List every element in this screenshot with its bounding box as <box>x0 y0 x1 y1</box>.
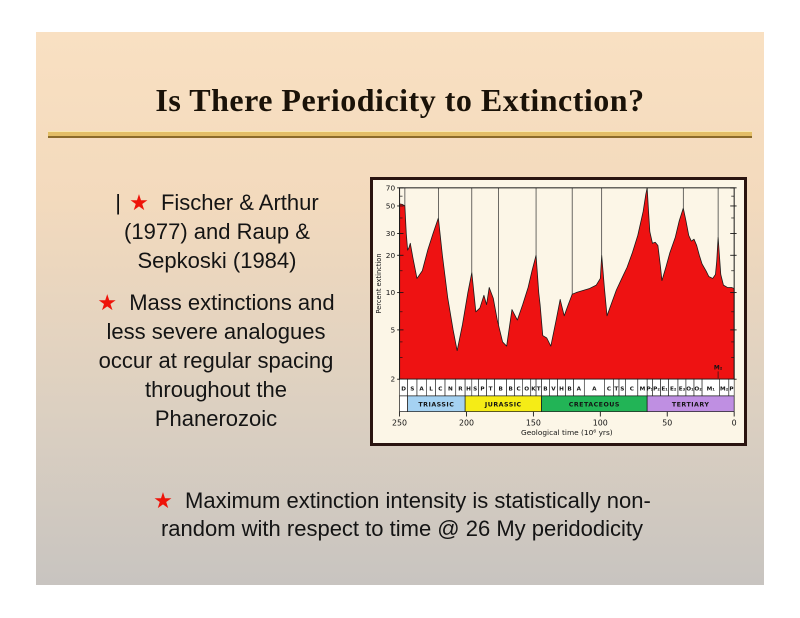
bullet-line: Mass extinctions and <box>129 290 335 315</box>
svg-text:T: T <box>537 387 541 393</box>
svg-text:50: 50 <box>662 418 672 427</box>
svg-text:H: H <box>559 387 564 393</box>
periodicity-marker-lines <box>404 187 719 325</box>
bullet-periodicity: ★ Maximum extinction intensity is statis… <box>56 487 748 543</box>
svg-text:S: S <box>473 387 477 393</box>
title-divider <box>48 131 752 138</box>
svg-text:C: C <box>630 387 634 393</box>
svg-text:P₁: P₁ <box>646 387 653 393</box>
svg-text:C: C <box>438 387 442 393</box>
bullet-line: Sepkoski (1984) <box>137 248 297 273</box>
svg-text:V: V <box>551 387 556 393</box>
svg-text:O₂: O₂ <box>694 387 702 393</box>
svg-text:T: T <box>614 387 618 393</box>
stage-row: D S A L C N R H S P T B B C O K T B V H B A A C T S C M P₁ P₂ E₁ E₂ E₃ O₁… <box>399 378 735 397</box>
svg-text:M₂: M₂ <box>720 387 729 393</box>
svg-text:A: A <box>577 387 582 393</box>
chart-annotation: M₂ <box>714 365 723 379</box>
slide-title: Is There Periodicity to Extinction? <box>155 82 645 118</box>
svg-text:TERTIARY: TERTIARY <box>672 402 710 409</box>
x-axis-label: Geological time (10⁶ yrs) <box>521 428 613 437</box>
x-axis: 250 200 150 100 50 0 <box>392 411 737 427</box>
bullet-line: random with respect to time @ 26 My peri… <box>160 516 644 541</box>
svg-text:R: R <box>458 387 463 393</box>
text-cursor: | <box>115 190 121 215</box>
bullet-line: Maximum extinction intensity is statisti… <box>185 488 651 513</box>
svg-text:10: 10 <box>386 288 396 297</box>
svg-text:S: S <box>620 387 624 393</box>
svg-text:M: M <box>640 387 646 393</box>
svg-text:O₁: O₁ <box>686 387 694 393</box>
bullet-line: occur at regular spacing <box>98 348 334 373</box>
svg-text:C: C <box>607 387 611 393</box>
bullet-mass-extinctions: ★ Mass extinctions and less severe analo… <box>40 288 392 433</box>
svg-text:70: 70 <box>386 183 396 192</box>
svg-text:B: B <box>543 387 547 393</box>
svg-text:M₁: M₁ <box>707 387 716 393</box>
svg-text:E₁: E₁ <box>661 387 668 393</box>
bullet-line: Fischer & Arthur <box>160 190 319 215</box>
svg-text:T: T <box>489 387 493 393</box>
period-row: TRIASSIC JURASSIC CRETACEOUS TERTIARY <box>399 395 735 412</box>
svg-text:2: 2 <box>390 375 395 384</box>
svg-text:0: 0 <box>732 418 737 427</box>
svg-text:A: A <box>419 387 424 393</box>
bullet-authors: | ★ Fischer & Arthur (1977) and Raup & S… <box>52 188 382 275</box>
slide: Is There Periodicity to Extinction? | ★ … <box>36 32 764 585</box>
svg-text:S: S <box>410 387 414 393</box>
svg-text:P: P <box>729 387 733 393</box>
svg-text:B: B <box>567 387 571 393</box>
y-axis-label: Percent extinction <box>375 253 383 313</box>
svg-text:H: H <box>466 387 471 393</box>
svg-text:5: 5 <box>390 325 395 334</box>
svg-text:P: P <box>480 387 484 393</box>
svg-text:B: B <box>508 387 512 393</box>
svg-text:30: 30 <box>386 229 396 238</box>
svg-text:E₂: E₂ <box>670 387 677 393</box>
svg-text:K: K <box>531 387 536 393</box>
svg-text:50: 50 <box>386 202 396 211</box>
svg-text:20: 20 <box>386 251 396 260</box>
svg-text:L: L <box>429 387 433 393</box>
extinction-chart-panel: 70 50 30 20 10 5 2 Percent extinction D S A L C N R H S P… <box>370 177 747 446</box>
extinction-area-series <box>399 187 735 380</box>
svg-text:A: A <box>592 387 597 393</box>
bullet-line: Phanerozoic <box>154 406 278 431</box>
svg-text:M₂: M₂ <box>714 365 723 371</box>
star-bullet-icon: ★ <box>129 190 149 215</box>
bullet-line: throughout the <box>145 377 287 402</box>
svg-text:E₃: E₃ <box>679 387 686 393</box>
svg-text:D: D <box>401 387 406 393</box>
svg-text:CRETACEOUS: CRETACEOUS <box>569 402 620 409</box>
svg-text:O: O <box>524 387 529 393</box>
svg-text:TRIASSIC: TRIASSIC <box>418 402 454 409</box>
svg-text:250: 250 <box>392 418 407 427</box>
y-axis: 70 50 30 20 10 5 2 <box>386 183 737 384</box>
svg-text:P₂: P₂ <box>653 387 660 393</box>
svg-text:C: C <box>517 387 521 393</box>
svg-text:N: N <box>448 387 453 393</box>
svg-text:200: 200 <box>459 418 474 427</box>
svg-text:B: B <box>498 387 502 393</box>
svg-text:100: 100 <box>593 418 608 427</box>
star-bullet-icon: ★ <box>97 290 118 315</box>
bullet-line: (1977) and Raup & <box>124 219 310 244</box>
svg-text:150: 150 <box>526 418 541 427</box>
svg-text:JURASSIC: JURASSIC <box>484 402 522 409</box>
star-bullet-icon: ★ <box>153 488 173 513</box>
bullet-line: less severe analogues <box>106 319 326 344</box>
